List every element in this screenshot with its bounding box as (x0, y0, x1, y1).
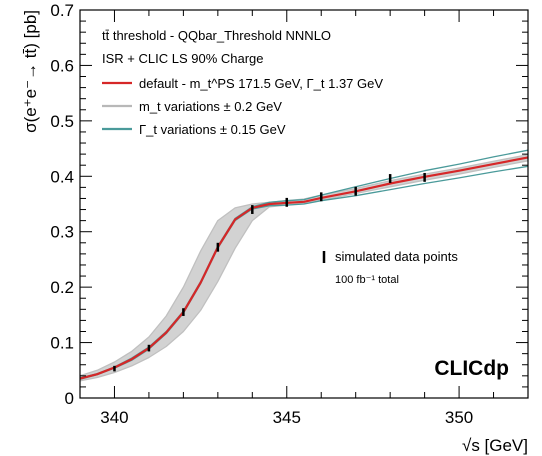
data-points-legend-label: simulated data points (335, 249, 458, 264)
y-tick-label: 0.6 (50, 56, 74, 75)
header-line-2: ISR + CLIC LS 90% Charge (102, 51, 264, 66)
y-tick-label: 0.1 (50, 334, 74, 353)
legend-label-default: default - m_t^PS 171.5 GeV, Γ_t 1.37 GeV (139, 76, 383, 91)
data-points-legend-sublabel: 100 fb⁻¹ total (335, 274, 399, 286)
y-tick-label: 0.5 (50, 112, 74, 131)
x-axis-label: √s [GeV] (462, 436, 528, 455)
y-tick-label: 0.3 (50, 223, 74, 242)
y-tick-label: 0.7 (50, 1, 74, 20)
mt-variation-curve-lower (79, 160, 529, 382)
legend-label-gamma: Γ_t variations ± 0.15 GeV (139, 122, 286, 137)
plot-frame (79, 9, 529, 399)
x-axis-label-sqrt: √ (462, 436, 472, 455)
data-points-legend: simulated data points 100 fb⁻¹ total (322, 249, 458, 286)
clicdp-watermark: CLICdp (434, 357, 509, 380)
y-axis-label: σ(e⁺e⁻→ tt̄) [pb] (21, 10, 40, 133)
legend: tt̄ threshold - QQbar_Threshold NNNLO IS… (102, 28, 383, 137)
x-tick-label: 350 (445, 408, 473, 427)
mt-variation-band (80, 154, 528, 381)
data-points-group (113, 172, 426, 372)
x-tick-label: 340 (100, 408, 128, 427)
header-line-1: tt̄ threshold - QQbar_Threshold NNNLO (102, 28, 331, 43)
y-tick-label: 0 (65, 389, 74, 408)
legend-label-mt: m_t variations ± 0.2 GeV (139, 99, 282, 114)
mt-variation-curve-upper (79, 154, 529, 377)
x-tick-label: 345 (273, 408, 301, 427)
axis-ticks-group: 340 345 350 0 0.1 0.2 0.3 0.4 0.5 0.6 0.7 (50, 1, 529, 427)
x-axis-label-rest: s [GeV] (471, 436, 528, 455)
y-tick-label: 0.2 (50, 278, 74, 297)
y-tick-label: 0.4 (50, 167, 74, 186)
curves-group (79, 149, 529, 382)
